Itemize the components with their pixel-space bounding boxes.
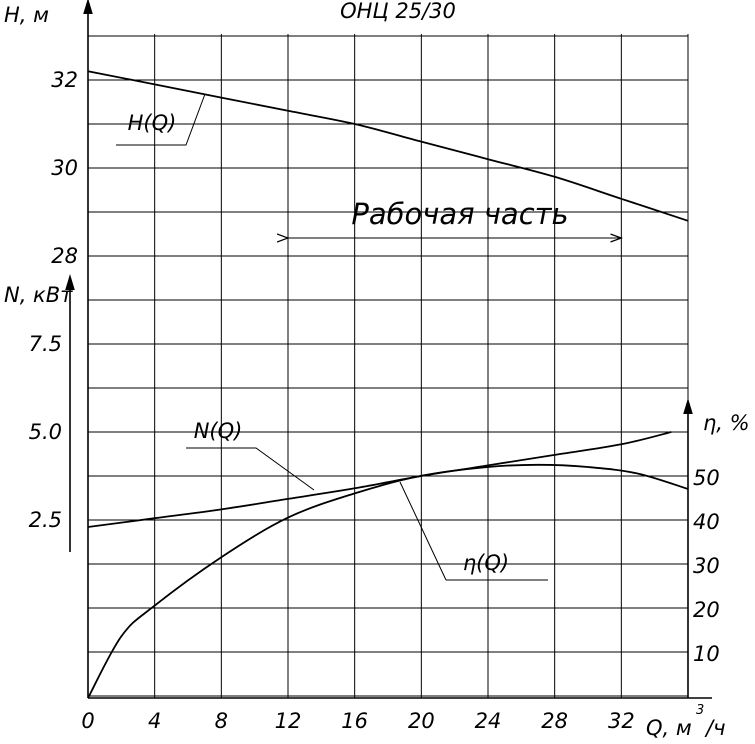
eta-tick-label: 20 <box>693 598 720 622</box>
h-q-label: H(Q) <box>128 111 177 135</box>
q-tick-label: 32 <box>608 709 635 733</box>
q-axis-label: Q, м 3 /ч <box>646 703 725 740</box>
q-axis-label-main: Q, м <box>646 716 692 740</box>
n-tick-label: 5.0 <box>29 420 62 444</box>
h-tick-label: 30 <box>51 156 78 180</box>
chart-tick-labels: 0 4 8 12 16 20 24 28 32 28 30 32 2.5 5.0 7.5 10 20 30 40 50 <box>29 68 720 733</box>
q-tick-label: 4 <box>148 709 161 733</box>
chart-annotations: H(Q) N(Q) η(Q) <box>116 93 621 581</box>
q-tick-label: 24 <box>475 709 502 733</box>
chart-title: ОНЦ 25/30 <box>340 0 456 23</box>
eta-tick-label: 10 <box>693 642 720 666</box>
n-tick-label: 2.5 <box>29 508 62 532</box>
q-axis-label-tail: /ч <box>704 716 725 740</box>
q-tick-label: 12 <box>275 709 302 733</box>
n-tick-label: 7.5 <box>29 332 62 356</box>
q-tick-label: 0 <box>81 709 94 733</box>
q-tick-label: 16 <box>341 709 368 733</box>
q-tick-label: 20 <box>408 709 435 733</box>
chart-grid <box>88 34 689 698</box>
eta-q-curve <box>87 463 689 699</box>
n-q-curve <box>87 431 672 528</box>
chart-series <box>87 70 689 699</box>
h-q-curve <box>87 70 689 222</box>
n-q-label: N(Q) <box>194 419 243 443</box>
eta-axis-label: η, % <box>703 411 750 435</box>
eta-q-label: η(Q) <box>463 551 509 575</box>
operating-range-label: Рабочая часть <box>351 197 568 231</box>
eta-tick-label: 30 <box>693 554 720 578</box>
n-q-leader-line <box>186 447 315 491</box>
chart-axes <box>65 0 712 699</box>
eta-tick-label: 40 <box>693 510 720 534</box>
h-q-leader-line <box>116 93 206 146</box>
q-tick-label: 28 <box>541 709 568 733</box>
h-axis-label: H, м <box>4 3 49 27</box>
h-tick-label: 32 <box>51 68 78 92</box>
q-tick-label: 8 <box>215 709 228 733</box>
eta-tick-label: 50 <box>693 466 720 490</box>
h-tick-label: 28 <box>51 244 78 268</box>
q-axis-label-sup: 3 <box>696 703 704 718</box>
eta-q-leader-line <box>399 481 447 581</box>
n-axis-label: N, кВт <box>4 283 73 307</box>
